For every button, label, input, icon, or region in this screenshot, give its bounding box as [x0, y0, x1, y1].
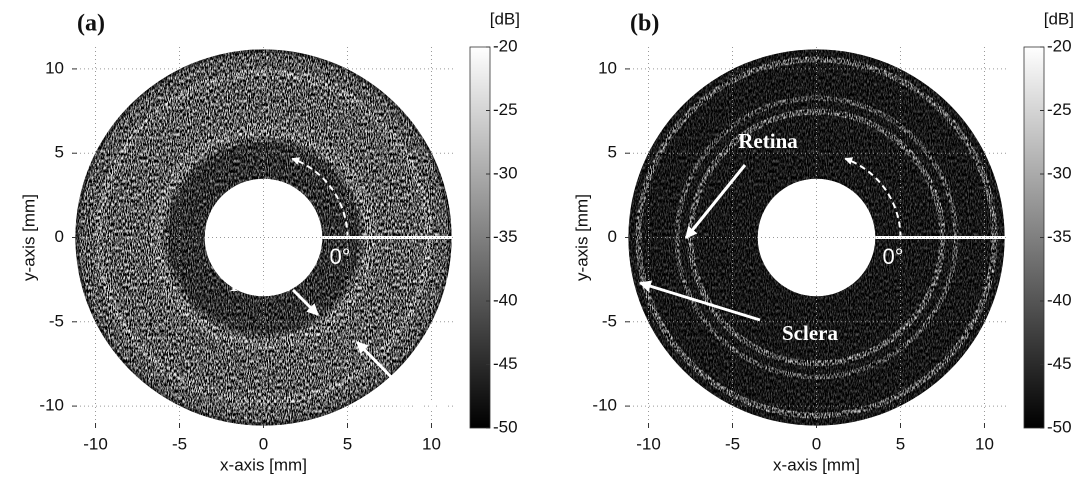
- y-axis-label: y-axis [mm]: [572, 194, 591, 281]
- y-tick-label: -5: [49, 311, 64, 330]
- x-tick-label: 5: [896, 434, 905, 453]
- colorbar-tick-label: -35: [493, 227, 518, 246]
- x-tick-label: -5: [725, 434, 740, 453]
- colorbar-tick-label: -25: [1047, 100, 1072, 119]
- y-tick-label: -10: [39, 396, 64, 415]
- x-axis-label: x-axis [mm]: [220, 455, 307, 474]
- x-tick-label: 0: [812, 434, 821, 453]
- x-tick-label: 10: [975, 434, 994, 453]
- y-tick-label: -10: [592, 396, 617, 415]
- colorbar-label: [dB]: [490, 9, 520, 28]
- colorbar-tick-label: -40: [1047, 290, 1072, 309]
- colorbar-tick-label: -20: [493, 36, 518, 55]
- x-axis-label: x-axis [mm]: [773, 455, 860, 474]
- y-tick-label: 0: [608, 227, 617, 246]
- x-tick-label: 5: [343, 434, 352, 453]
- x-tick-label: -10: [636, 434, 661, 453]
- annotation: 0°: [882, 244, 903, 269]
- colorbar-tick-label: -35: [1047, 227, 1072, 246]
- x-tick-label: 10: [422, 434, 441, 453]
- y-axis-label: y-axis [mm]: [19, 194, 38, 281]
- colorbar-tick-label: -50: [1047, 417, 1072, 436]
- y-tick-label: 10: [45, 58, 64, 77]
- colorbar-tick-label: -25: [493, 100, 518, 119]
- x-tick-label: -5: [172, 434, 187, 453]
- colorbar-tick-label: -30: [493, 163, 518, 182]
- colorbar-tick-label: -45: [1047, 354, 1072, 373]
- y-tick-label: 10: [598, 58, 617, 77]
- annotation: 0°: [329, 244, 350, 269]
- y-tick-label: -5: [602, 311, 617, 330]
- x-tick-label: -10: [83, 434, 108, 453]
- colorbar-tick-label: -50: [493, 417, 518, 436]
- annotation: Retina: [230, 272, 290, 296]
- annotation: Sclera: [782, 321, 838, 345]
- colorbar-tick-label: -45: [493, 354, 518, 373]
- y-tick-label: 5: [55, 143, 64, 162]
- panel-label: (b): [630, 11, 659, 37]
- annotation: Sclera: [392, 391, 448, 415]
- annotation: Retina: [738, 129, 798, 153]
- colorbar-tick-label: -40: [493, 290, 518, 309]
- x-tick-label: 0: [259, 434, 268, 453]
- y-tick-label: 5: [608, 143, 617, 162]
- colorbar-tick-label: -20: [1047, 36, 1072, 55]
- panel-label: (a): [77, 11, 105, 37]
- colorbar-tick-label: -30: [1047, 163, 1072, 182]
- colorbar-label: [dB]: [1044, 9, 1074, 28]
- figure: -10-50510-10-50510x-axis [mm]y-axis [mm]…: [0, 0, 1091, 479]
- y-tick-label: 0: [55, 227, 64, 246]
